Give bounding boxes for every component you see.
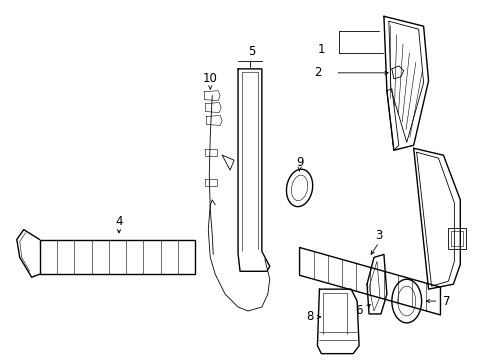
Bar (447, 228, 466, 249)
Text: 6: 6 (355, 305, 362, 318)
Text: 4: 4 (115, 215, 122, 228)
Text: 8: 8 (305, 310, 312, 323)
Text: 5: 5 (248, 45, 255, 58)
Text: 7: 7 (442, 294, 449, 307)
Text: 2: 2 (313, 66, 321, 79)
Bar (450, 231, 462, 247)
Text: 3: 3 (374, 229, 382, 242)
Text: 10: 10 (203, 72, 217, 85)
Text: 9: 9 (295, 156, 303, 168)
Text: 1: 1 (317, 42, 325, 55)
